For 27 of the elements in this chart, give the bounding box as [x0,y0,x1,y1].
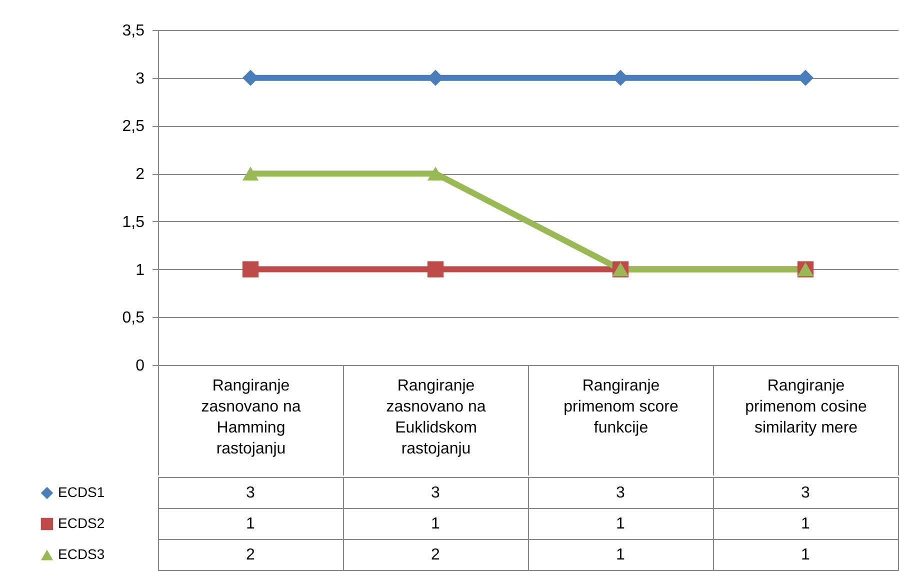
data-label: 1 [801,516,810,532]
y-tick-label: 1 [136,262,145,279]
x-tick-label: Rangiranje zasnovano na Hamming rastojanju [201,378,301,458]
x-tick-label: Rangiranje primenom score funkcije [564,378,678,436]
data-label: 2 [431,546,440,564]
legend-label: ECDS1 [58,484,105,500]
data-label: 1 [616,516,626,532]
data-label: 3 [801,484,810,502]
y-tick-label: 2,5 [122,118,145,136]
data-label: 3 [246,484,256,502]
y-tick-label: 1,5 [122,214,145,231]
x-tick-label: Rangiranje zasnovano na Euklidskom rastojanju [386,378,486,458]
legend-label: ECDS3 [58,546,105,562]
legend-label: ECDS2 [58,515,105,531]
y-tick-label: 0 [136,358,145,374]
data-label: 1 [431,516,440,532]
data-label: 1 [246,516,256,532]
x-tick-label: Rangiranje primenom cosine similarity mere [745,378,868,436]
y-tick-label: 3,5 [122,22,145,40]
data-label: 1 [801,546,810,564]
y-tick-label: 2 [136,166,145,184]
y-tick-label: 0,5 [122,310,145,327]
data-label: 3 [431,484,440,502]
data-label: 2 [246,546,256,564]
data-label: 1 [616,546,626,564]
data-label: 3 [616,484,626,502]
y-tick-label: 3 [136,70,145,88]
